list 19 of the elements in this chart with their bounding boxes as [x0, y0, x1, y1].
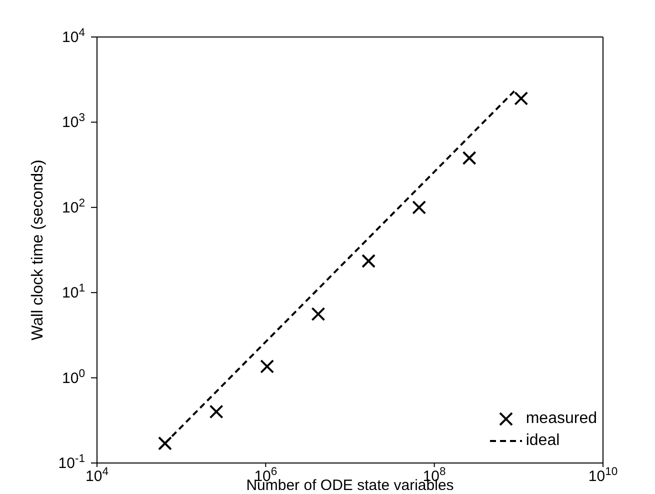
point: [209, 404, 224, 419]
point: [362, 254, 376, 268]
y-tick-label: 10$^{2}$: [62, 197, 85, 216]
point: [311, 307, 326, 322]
legend-label: ideal: [526, 432, 560, 450]
point: [260, 359, 274, 374]
point: [158, 436, 172, 450]
x-tick-label: 10$^{10}$: [588, 466, 618, 485]
y-axis-title: Wall clock time (seconds): [30, 160, 47, 340]
point: [514, 91, 528, 106]
y-tick-label: 10$^{1}$: [62, 282, 85, 302]
y-tick-label: 10$^{0}$: [62, 368, 85, 387]
x-tick-label: 10$^{4}$: [86, 466, 108, 485]
point: [412, 200, 426, 214]
legend-label: measured: [526, 410, 597, 428]
y-tick-label: 10$^{-1}$: [58, 453, 85, 472]
y-tick-label: 10$^{3}$: [62, 112, 85, 132]
point: [462, 151, 476, 165]
y-tick-label: 10$^{4}$: [62, 27, 85, 46]
